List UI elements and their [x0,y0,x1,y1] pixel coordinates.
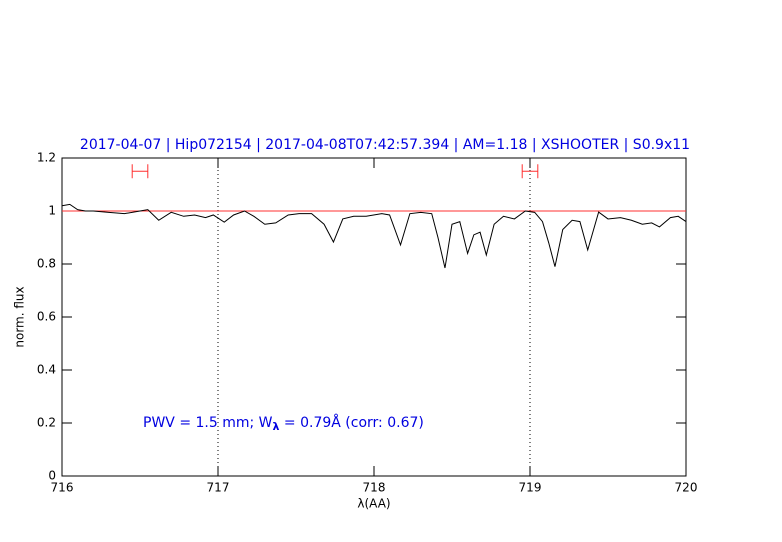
y-tick-label: 1 [48,204,56,218]
y-tick-label: 0 [48,469,56,483]
x-tick-label: 719 [519,481,542,495]
annotation-text: = 0.79Å (corr: 0.67) [279,414,423,431]
x-tick-label: 720 [675,481,698,495]
annotation: PWV = 1.5 mm; Wλ = 0.79Å (corr: 0.67) [143,414,424,433]
spectrum-line [61,203,687,269]
y-tick-label: 0.2 [37,416,56,430]
annotation-text: PWV = 1.5 mm; W [143,415,273,431]
y-tick-label: 0.8 [37,257,56,271]
range-marker [521,164,539,179]
y-tick-label: 1.2 [37,151,56,165]
y-tick-label: 0.4 [37,363,56,377]
range-marker [131,164,149,179]
x-axis-label: λ(AA) [357,497,390,511]
y-axis-label: norm. flux [13,286,27,347]
x-tick-label: 717 [207,481,230,495]
chart-title: 2017-04-07 | Hip072154 | 2017-04-08T07:4… [80,137,690,153]
y-tick-label: 0.6 [37,310,56,324]
x-tick-label: 718 [363,481,386,495]
x-tick-label: 716 [51,481,74,495]
annotation-subscript: λ [273,420,280,433]
